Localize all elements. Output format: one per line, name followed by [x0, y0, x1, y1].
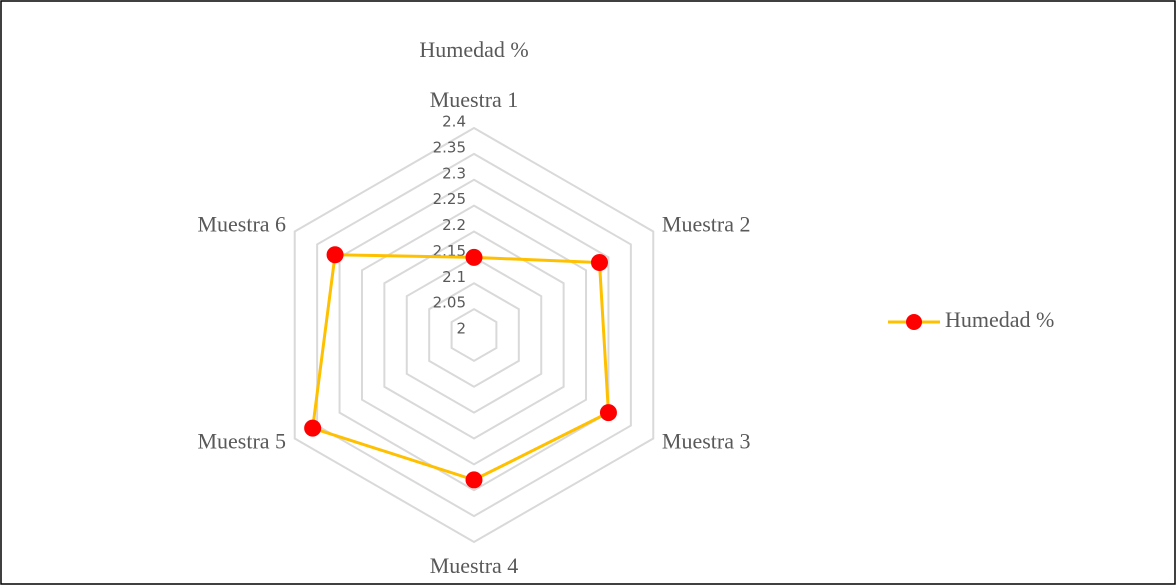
grid-ring	[405, 256, 543, 414]
grid-ring	[360, 204, 588, 466]
y-tick-label: 2.4	[442, 113, 466, 131]
category-label: Muestra 4	[430, 553, 519, 578]
y-tick-label: 2.3	[442, 164, 466, 182]
y-tick-label: 2.05	[433, 294, 466, 312]
category-label: Muestra 2	[662, 212, 751, 237]
y-tick-label: 2.25	[433, 190, 466, 208]
data-point	[304, 419, 322, 437]
grid-ring	[316, 152, 632, 518]
y-tick-label: 2.1	[442, 268, 466, 286]
category-label: Muestra 1	[430, 87, 519, 112]
data-point	[590, 254, 608, 272]
category-label: Muestra 3	[662, 429, 751, 454]
chart-title: Humedad %	[419, 37, 528, 62]
category-label: Muestra 5	[197, 429, 286, 454]
y-tick-label: 2.2	[442, 216, 466, 234]
grid-ring	[293, 126, 655, 544]
y-tick-label: 2	[456, 320, 466, 338]
grid-ring	[428, 282, 520, 388]
data-point	[599, 404, 617, 422]
y-tick-label: 2.35	[433, 138, 466, 156]
legend-label: Humedad %	[945, 307, 1054, 332]
data-point	[326, 246, 344, 264]
data-point	[465, 471, 483, 489]
grid-ring	[450, 307, 498, 363]
grid-ring	[383, 230, 565, 440]
data-point	[465, 248, 483, 266]
category-label: Muestra 6	[197, 212, 286, 237]
legend-marker	[906, 314, 922, 330]
